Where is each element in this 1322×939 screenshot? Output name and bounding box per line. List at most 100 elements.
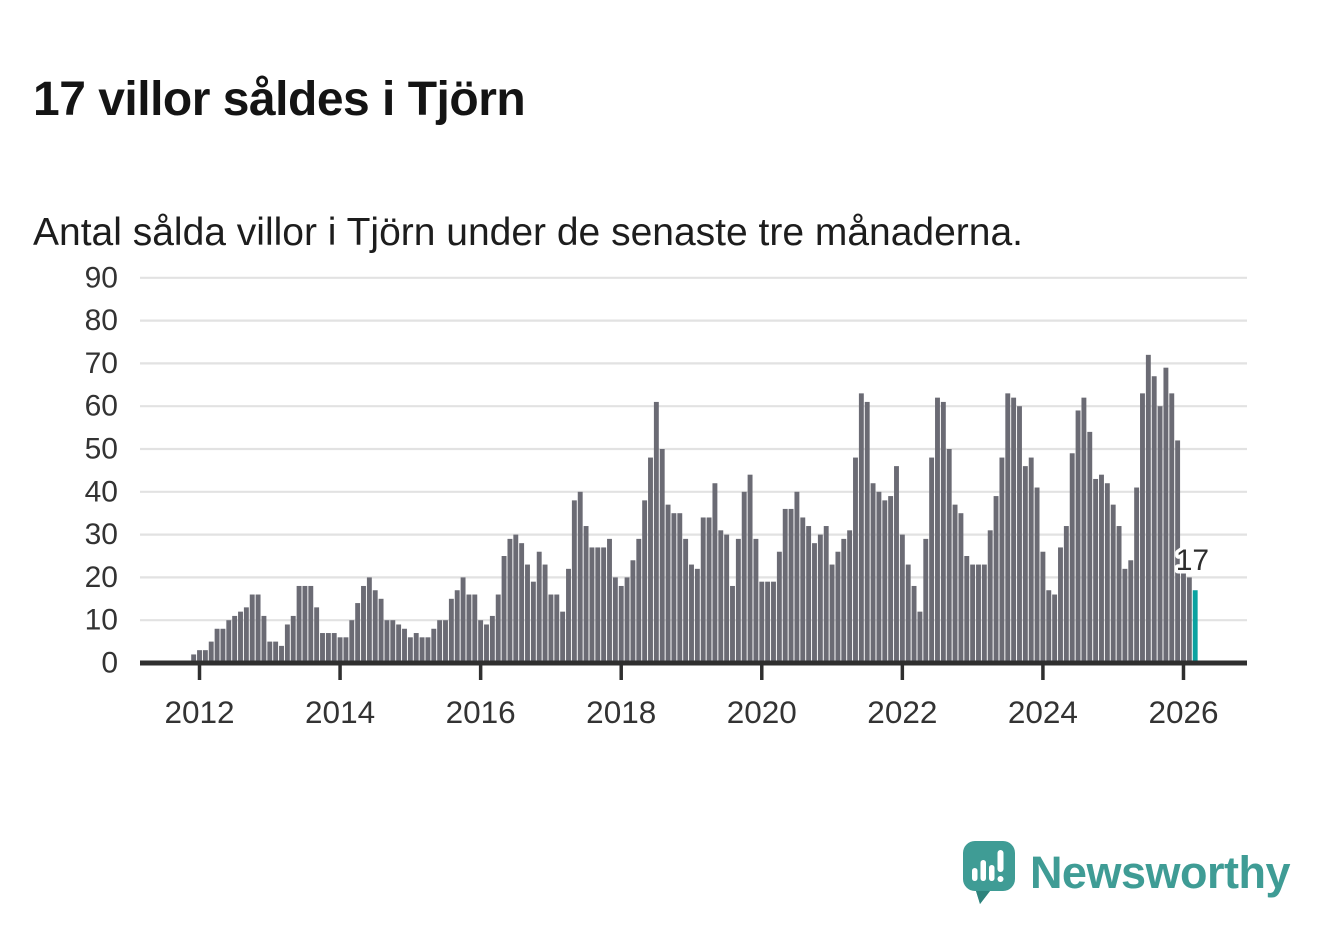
bar [601, 547, 607, 663]
bar [437, 620, 443, 663]
bar [202, 650, 208, 663]
bar [1128, 560, 1134, 663]
bar [261, 615, 267, 663]
bar [1022, 466, 1028, 663]
bar [653, 401, 659, 663]
bar [232, 615, 238, 663]
bar [197, 650, 202, 663]
bar [466, 594, 472, 663]
bar [665, 504, 671, 663]
bar [741, 491, 747, 663]
bar [448, 598, 454, 663]
bar [396, 624, 402, 663]
y-axis-tick-label: 50 [85, 433, 118, 466]
bar [290, 615, 296, 663]
bar [1163, 367, 1169, 663]
bar [618, 585, 624, 663]
bar [548, 594, 554, 663]
bar [952, 504, 958, 663]
bar [607, 538, 612, 663]
bar [636, 538, 642, 663]
bar [776, 551, 782, 663]
bar [1104, 483, 1110, 663]
bar [1005, 393, 1011, 663]
latest-value-label: 17 [1176, 544, 1209, 577]
bar [366, 577, 372, 663]
bar [1175, 440, 1181, 663]
bar [1169, 393, 1175, 663]
bar [214, 628, 220, 663]
page-title: 17 villor såldes i Tjörn [33, 73, 526, 127]
bar [507, 538, 513, 663]
bar [659, 449, 665, 663]
bar [940, 401, 946, 663]
bar [1140, 393, 1145, 663]
bar [1034, 487, 1040, 663]
bar [1134, 487, 1140, 663]
bar [1122, 568, 1128, 663]
bar [817, 534, 823, 663]
bar [577, 491, 583, 663]
bar [706, 517, 712, 663]
bar [595, 547, 601, 663]
bar [267, 641, 273, 663]
bar [782, 508, 788, 663]
bar [923, 538, 929, 663]
bar [243, 607, 249, 663]
bar [771, 581, 776, 663]
bar [1069, 453, 1075, 663]
newsworthy-wordmark: Newsworthy [1029, 847, 1291, 898]
bar [554, 594, 560, 663]
bar [864, 401, 870, 663]
bar [1093, 478, 1099, 663]
bar [384, 620, 390, 663]
bar [677, 513, 683, 663]
bar [525, 564, 530, 663]
bar [876, 491, 882, 663]
bar [1011, 397, 1017, 663]
y-axis-tick-label: 20 [85, 561, 118, 594]
bar [1017, 406, 1022, 663]
bar [325, 633, 331, 663]
bar [472, 594, 478, 663]
x-axis-tick-label: 2024 [1008, 694, 1078, 730]
bar [858, 393, 864, 663]
bar [361, 585, 366, 663]
bar [976, 564, 981, 663]
bar [835, 551, 841, 663]
bar [853, 457, 858, 663]
bar [823, 526, 829, 663]
bar [612, 577, 618, 663]
y-axis-tick-label: 70 [85, 347, 118, 380]
bar [724, 534, 730, 663]
bar [987, 530, 993, 663]
bar [1116, 526, 1122, 663]
bar [343, 637, 349, 663]
bar [566, 568, 571, 663]
bar [489, 615, 495, 663]
bar [431, 628, 437, 663]
bar [443, 620, 448, 663]
bar [1087, 431, 1093, 663]
bar [583, 526, 589, 663]
bar [788, 508, 794, 663]
bar [349, 620, 355, 663]
bar [355, 603, 361, 663]
bar [993, 496, 999, 663]
bar [337, 637, 343, 663]
bar [1058, 547, 1063, 663]
y-axis-tick-label: 80 [85, 304, 118, 337]
bar [1181, 547, 1186, 663]
x-axis-tick-label: 2012 [164, 694, 234, 730]
bar [419, 637, 425, 663]
bar [888, 496, 894, 663]
bar [191, 654, 197, 663]
bar [238, 611, 243, 663]
bar [905, 564, 911, 663]
bar [1081, 397, 1087, 663]
bar [314, 607, 320, 663]
bar [1145, 354, 1151, 663]
bar [759, 581, 765, 663]
bar [372, 590, 378, 663]
newsworthy-speech-bubble-chart-icon [962, 841, 1015, 904]
